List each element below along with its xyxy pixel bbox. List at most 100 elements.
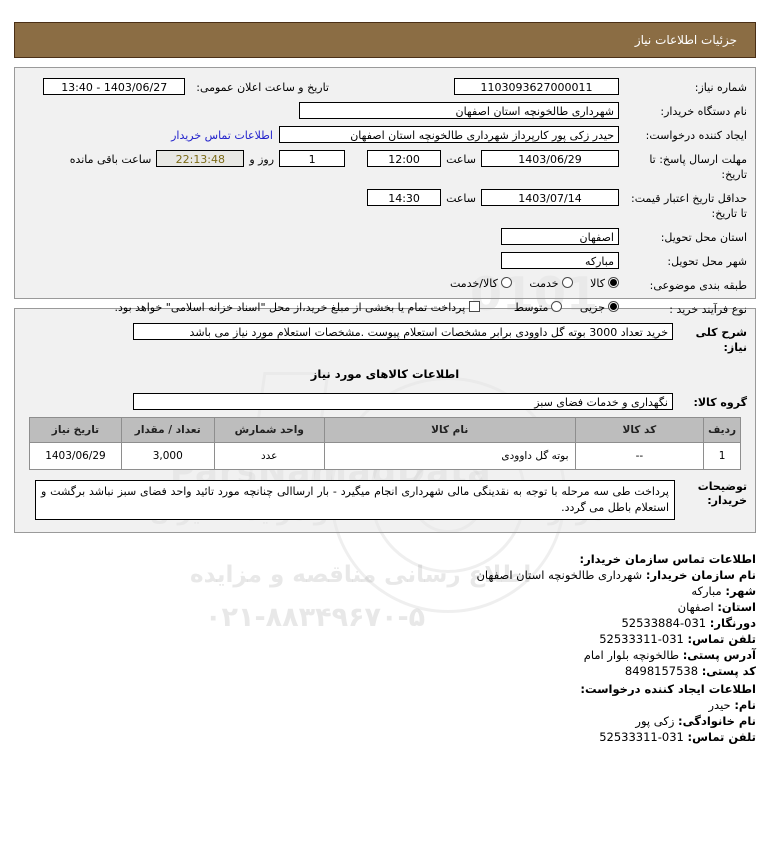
contact-postal-code-label: کد پستی: [701,664,756,678]
row-creator: ایجاد کننده درخواست: حیدر زکی پور کارپرد… [23,126,747,143]
page-title: جزئیات اطلاعات نیاز [634,33,737,47]
column-header-need-date: تاریخ نیاز [29,417,122,443]
delivery-city-label: شهر محل تحویل: [667,255,747,268]
treasury-checkbox-option[interactable]: پرداخت تمام یا بخشی از مبلغ خرید،از محل … [115,301,481,314]
category-option-kala-khedmat-label: کالا/خدمت [450,277,498,290]
row-buyer-org: نام دستگاه خریدار: شهرداری طالخونچه استا… [23,102,747,119]
contact-province-row: استان: اصفهان [14,599,756,615]
contact-address-value: طالخونچه بلوار امام [583,648,680,662]
category-option-kala-khedmat[interactable]: کالا/خدمت [450,277,512,290]
process-option-jozei[interactable]: جزیی [576,301,619,314]
goods-group-label: گروه کالا: [693,396,747,409]
column-header-code: کد کالا [574,417,705,443]
summary-value: خرید تعداد 3000 بوته گل داوودی برابر مشخ… [133,323,673,340]
contact-fax-row: دورنگار: 031-52533884 [14,615,756,631]
cell-radif: 1 [703,442,741,470]
public-announce-label: تاریخ و ساعت اعلان عمومی: [196,81,329,94]
creator-first-name-value: حیدر [708,698,731,712]
contact-city-label: شهر: [725,584,756,598]
process-type-label: نوع فرآیند خرید : [669,303,747,316]
contact-info-block: اطلاعات تماس سازمان خریدار: نام سازمان خ… [14,545,756,745]
contact-postal-code-value: 8498157538 [624,664,699,678]
creator-first-name-row: نام: حیدر [14,697,757,713]
radio-icon-selected[interactable] [608,277,619,288]
page-title-bar: جزئیات اطلاعات نیاز [14,22,756,58]
contact-phone-row: تلفن تماس: 031-52533311 [14,631,756,647]
public-announce-value: 1403/06/27 - 13:40 [43,78,186,95]
buyer-notes-value: پرداخت طی سه مرحله با توجه به نقدینگی ما… [35,480,675,520]
category-option-kala[interactable]: کالا [587,277,619,290]
row-delivery-city: شهر محل تحویل: مبارکه [23,252,747,269]
row-summary: شرح کلی نیاز: خرید تعداد 3000 بوته گل دا… [23,323,747,355]
contact-city-value: مبارکه [691,584,722,598]
cell-unit: عدد [213,442,325,470]
process-option-jozei-label: جزیی [579,301,605,314]
creator-last-name-value: زکی پور [635,714,675,728]
radio-icon[interactable] [500,277,512,288]
creator-last-name-row: نام خانوادگی: زکی پور [14,713,756,729]
buyer-contact-link[interactable]: اطلاعات تماس خریدار [171,129,273,142]
creator-phone-label: تلفن تماس: [687,730,756,744]
row-goods-group: گروه کالا: نگهداری و خدمات فضای سبز [23,393,747,410]
process-radio-group: جزیی متوسط پرداخت تمام یا بخشی از مبلغ خ… [101,300,619,315]
contact-org-name-label: نام سازمان خریدار: [645,568,756,582]
creator-contact-section-title: اطلاعات ایجاد کننده درخواست: [580,682,756,696]
row-price-validity: حداقل تاریخ اعتبار قیمت: تا تاریخ: 1403/… [23,189,747,221]
countdown-timer: 22:13:48 [156,150,245,167]
row-need-number: شماره نیاز: 1103093627000011 تاریخ و ساع… [23,78,747,95]
creator-first-name-label: نام: [734,698,756,712]
cell-quantity: 3,000 [120,442,215,470]
contact-address-row: آدرس پستی: طالخونچه بلوار امام [14,647,756,663]
contact-org-name-row: نام سازمان خریدار: شهرداری طالخونچه استا… [14,567,756,583]
price-validity-label: حداقل تاریخ اعتبار قیمت: تا تاریخ: [631,192,747,220]
deadline-hour-label: ساعت [446,153,476,166]
contact-postal-code-row: کد پستی: 8498157538 [14,663,756,679]
category-option-kala-label: کالا [590,277,605,290]
items-table: ردیف کد کالا نام کالا واحد شمارش تعداد /… [29,417,741,470]
row-category: طبقه بندی موضوعی: کالا خدمت کالا/خدمت [23,276,747,293]
creator-phone-row: تلفن تماس: 031-52533311 [14,729,756,745]
contact-province-label: استان: [717,600,756,614]
deadline-time-value: 12:00 [367,150,442,167]
radio-icon[interactable] [551,301,563,312]
items-section-title: اطلاعات کالاهای مورد نیاز [310,367,460,381]
creator-value: حیدر زکی پور کارپرداز شهرداری طالخونچه ا… [279,126,619,143]
contact-phone-label: تلفن تماس: [687,632,756,646]
need-info-panel: شماره نیاز: 1103093627000011 تاریخ و ساع… [14,67,756,316]
deadline-label: مهلت ارسال پاسخ: تا تاریخ: [649,153,747,181]
contact-phone-value: 031-52533311 [599,632,684,646]
delivery-city-value: مبارکه [501,252,619,269]
treasury-checkbox-label: پرداخت تمام یا بخشی از مبلغ خرید،از محل … [114,301,466,314]
creator-phone-value: 031-52533311 [599,730,684,744]
row-deadline: مهلت ارسال پاسخ: تا تاریخ: 1403/06/29 سا… [23,150,747,182]
contact-fax-value: 031-52533884 [621,616,707,630]
checkbox-icon[interactable] [469,301,481,312]
radio-icon[interactable] [561,277,573,288]
cell-code: -- [574,442,705,470]
need-number-label: شماره نیاز: [694,81,747,94]
buyer-notes-label: توضیحات خریدار: [697,480,747,507]
column-header-name: نام کالا [323,417,576,443]
contact-province-value: اصفهان [677,600,714,614]
buyer-org-label: نام دستگاه خریدار: [660,105,747,118]
contact-fax-label: دورنگار: [709,616,756,630]
row-delivery-province: استان محل تحویل: اصفهان [23,228,747,245]
page-root: جزئیات اطلاعات نیاز شماره نیاز: 11030936… [0,22,770,745]
delivery-province-value: اصفهان [501,228,619,245]
summary-label: شرح کلی نیاز: [695,326,747,354]
column-header-unit: واحد شمارش [213,417,325,443]
row-process-type: نوع فرآیند خرید : جزیی متوسط پرداخت تمام… [23,300,747,317]
process-option-motevaset[interactable]: متوسط [510,301,563,314]
category-radio-group: کالا خدمت کالا/خدمت [436,276,619,291]
remaining-days-unit-label: روز و [249,153,275,166]
goods-group-value: نگهداری و خدمات فضای سبز [133,393,673,410]
category-option-khedmat-label: خدمت [529,277,559,290]
items-table-header-row: ردیف کد کالا نام کالا واحد شمارش تعداد /… [29,417,741,443]
radio-icon-selected[interactable] [608,301,619,312]
category-option-khedmat[interactable]: خدمت [526,277,573,290]
creator-last-name-label: نام خانوادگی: [678,714,756,728]
goods-details-panel: شرح کلی نیاز: خرید تعداد 3000 بوته گل دا… [14,308,756,533]
creator-label: ایجاد کننده درخواست: [645,129,747,142]
delivery-province-label: استان محل تحویل: [660,231,747,244]
column-header-quantity: تعداد / مقدار [120,417,215,443]
